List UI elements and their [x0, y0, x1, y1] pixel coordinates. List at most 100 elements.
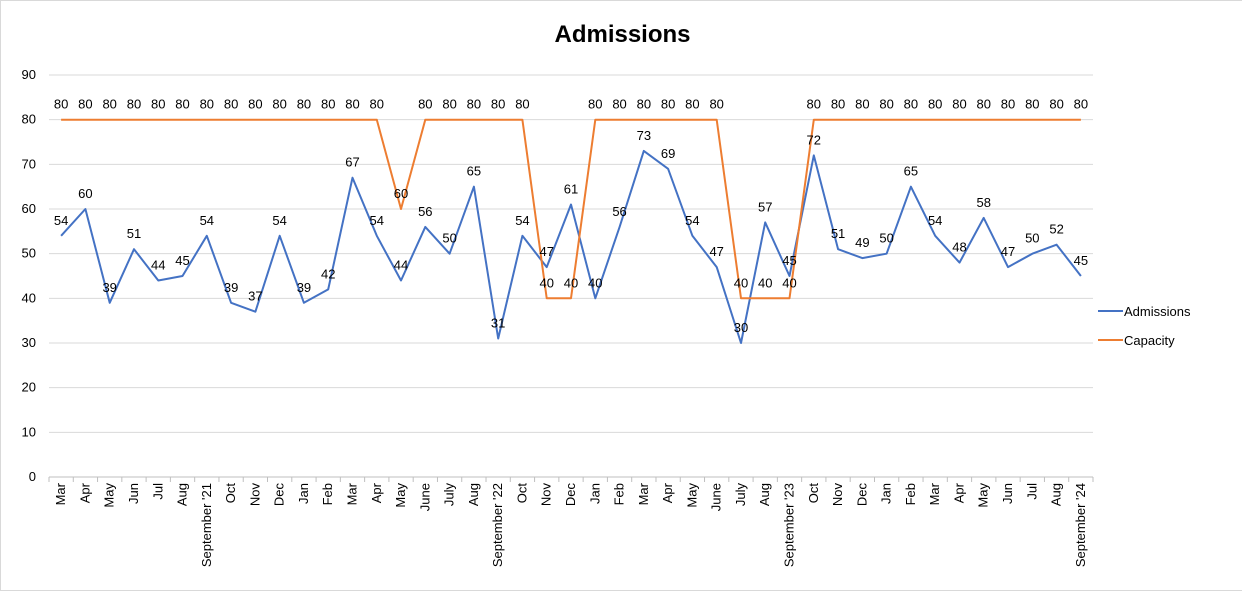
data-label-admissions: 54 — [54, 213, 68, 228]
x-tick-label: Nov — [247, 483, 262, 507]
data-label-admissions: 54 — [685, 213, 699, 228]
data-label-admissions: 47 — [539, 244, 553, 259]
y-tick-label: 90 — [22, 67, 36, 82]
x-tick-label: Aug — [757, 483, 772, 506]
data-label-capacity: 80 — [977, 97, 991, 112]
x-tick-label: July — [733, 483, 748, 507]
x-tick-label: Mar — [53, 482, 68, 505]
data-label-capacity: 80 — [1049, 97, 1063, 112]
data-label-admissions: 30 — [734, 320, 748, 335]
data-label-admissions: 45 — [1074, 253, 1088, 268]
x-tick-label: Jan — [296, 483, 311, 504]
data-label-capacity: 80 — [807, 97, 821, 112]
data-label-admissions: 40 — [588, 275, 602, 290]
data-label-admissions: 54 — [515, 213, 529, 228]
x-tick-label: Aug — [175, 483, 190, 506]
y-tick-label: 20 — [22, 380, 36, 395]
data-label-admissions: 65 — [467, 164, 481, 179]
y-tick-label: 80 — [22, 112, 36, 127]
x-tick-label: Jan — [587, 483, 602, 504]
x-tick-label: Dec — [272, 483, 287, 507]
data-label-admissions: 69 — [661, 146, 675, 161]
data-label-admissions: 39 — [102, 280, 116, 295]
x-tick-label: September '24 — [1073, 483, 1088, 567]
data-label-admissions: 51 — [127, 226, 141, 241]
data-label-admissions: 54 — [928, 213, 942, 228]
x-tick-label: Aug — [1049, 483, 1064, 506]
x-tick-label: Jun — [126, 483, 141, 504]
x-tick-label: Apr — [77, 482, 92, 503]
x-tick-label: Feb — [903, 483, 918, 505]
data-label-capacity: 80 — [612, 97, 626, 112]
data-label-admissions: 44 — [394, 257, 408, 272]
x-tick-label: Jul — [1024, 483, 1039, 500]
data-label-admissions: 58 — [977, 195, 991, 210]
x-tick-label: Apr — [369, 482, 384, 503]
data-label-capacity: 80 — [345, 97, 359, 112]
data-label-capacity: 80 — [224, 97, 238, 112]
data-label-capacity: 80 — [1074, 97, 1088, 112]
data-label-capacity: 80 — [1001, 97, 1015, 112]
legend-label: Admissions — [1124, 304, 1191, 319]
y-tick-label: 70 — [22, 156, 36, 171]
data-label-capacity: 80 — [928, 97, 942, 112]
x-tick-label: Apr — [660, 482, 675, 503]
data-label-admissions: 72 — [807, 132, 821, 147]
y-tick-label: 0 — [29, 469, 36, 484]
data-label-capacity: 80 — [952, 97, 966, 112]
data-label-capacity: 80 — [151, 97, 165, 112]
data-label-capacity: 80 — [709, 97, 723, 112]
x-tick-label: Mar — [927, 482, 942, 505]
x-tick-label: May — [684, 483, 699, 508]
data-label-capacity: 80 — [418, 97, 432, 112]
x-tick-label: May — [976, 483, 991, 508]
data-label-capacity: 80 — [879, 97, 893, 112]
y-tick-label: 40 — [22, 290, 36, 305]
x-tick-label: June — [417, 483, 432, 511]
data-label-capacity: 80 — [855, 97, 869, 112]
data-label-capacity: 60 — [394, 186, 408, 201]
x-tick-label: Dec — [854, 483, 869, 507]
data-label-admissions: 54 — [370, 213, 384, 228]
x-tick-label: Oct — [223, 483, 238, 504]
data-label-capacity: 80 — [272, 97, 286, 112]
data-label-admissions: 47 — [709, 244, 723, 259]
y-tick-label: 30 — [22, 335, 36, 350]
data-label-capacity: 80 — [588, 97, 602, 112]
data-label-admissions: 42 — [321, 266, 335, 281]
data-label-capacity: 80 — [1025, 97, 1039, 112]
data-label-capacity: 80 — [467, 97, 481, 112]
data-label-admissions: 37 — [248, 289, 262, 304]
x-tick-label: June — [709, 483, 724, 511]
y-tick-label: 60 — [22, 201, 36, 216]
y-tick-label: 10 — [22, 424, 36, 439]
data-label-admissions: 73 — [637, 128, 651, 143]
data-label-capacity: 80 — [904, 97, 918, 112]
x-tick-label: Apr — [951, 482, 966, 503]
data-label-capacity: 80 — [54, 97, 68, 112]
x-tick-label: September '22 — [490, 483, 505, 567]
data-label-capacity: 80 — [831, 97, 845, 112]
data-label-admissions: 60 — [78, 186, 92, 201]
x-tick-label: Feb — [612, 483, 627, 505]
x-tick-label: Jul — [150, 483, 165, 500]
data-label-admissions: 61 — [564, 182, 578, 197]
x-tick-label: September '23 — [782, 483, 797, 567]
data-label-capacity: 40 — [564, 275, 578, 290]
data-label-capacity: 80 — [297, 97, 311, 112]
x-tick-label: Jan — [879, 483, 894, 504]
data-label-capacity: 80 — [102, 97, 116, 112]
data-label-capacity: 80 — [78, 97, 92, 112]
x-tick-label: September '21 — [199, 483, 214, 567]
data-label-admissions: 48 — [952, 240, 966, 255]
x-tick-label: Dec — [563, 483, 578, 507]
data-label-admissions: 51 — [831, 226, 845, 241]
x-tick-label: May — [102, 483, 117, 508]
data-label-admissions: 50 — [1025, 231, 1039, 246]
x-tick-label: Feb — [320, 483, 335, 505]
data-label-capacity: 40 — [782, 275, 796, 290]
data-label-capacity: 80 — [321, 97, 335, 112]
data-label-admissions: 54 — [200, 213, 214, 228]
